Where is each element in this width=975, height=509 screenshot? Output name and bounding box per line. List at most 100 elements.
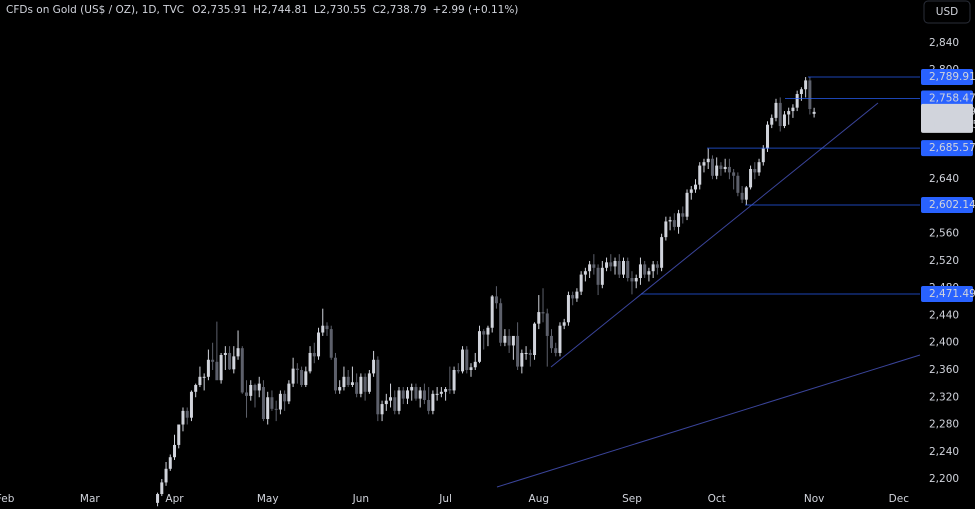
candle-body bbox=[533, 323, 537, 356]
y-tick-label: 2,240 bbox=[929, 446, 959, 458]
y-tick-label: 2,640 bbox=[929, 173, 959, 185]
candle-body bbox=[579, 274, 583, 292]
candle-body bbox=[727, 166, 731, 173]
x-tick-label: Feb bbox=[0, 493, 15, 505]
candle-body bbox=[795, 94, 799, 108]
candle-body bbox=[198, 376, 202, 385]
candle-body bbox=[215, 361, 219, 381]
candle-body bbox=[261, 387, 265, 420]
symbol: CFDs on Gold (US$ / OZ), 1D, TVC bbox=[6, 4, 184, 16]
candle-body bbox=[643, 264, 647, 275]
candle-body bbox=[520, 352, 524, 367]
currency-button[interactable] bbox=[923, 0, 971, 24]
y-tick-label: 2,280 bbox=[929, 419, 959, 431]
ohlc-letter: O bbox=[192, 4, 200, 16]
ohlc-letter: H bbox=[253, 4, 261, 16]
candle-body bbox=[528, 352, 532, 356]
candle-body bbox=[232, 356, 236, 370]
candle-body bbox=[185, 410, 189, 418]
candle-body bbox=[732, 172, 736, 176]
candle-body bbox=[240, 348, 244, 393]
x-tick-label: Dec bbox=[889, 493, 910, 505]
candle-body bbox=[575, 291, 579, 299]
ohlc-value: 2,735.91 bbox=[200, 4, 247, 16]
candle-body bbox=[545, 313, 549, 336]
candle-body bbox=[177, 424, 181, 445]
candle-body bbox=[363, 376, 367, 392]
candle-body bbox=[384, 400, 388, 405]
candle-body bbox=[342, 376, 346, 388]
level-label: 2,602.14 bbox=[929, 199, 975, 211]
candle-body bbox=[380, 404, 384, 415]
candle-body bbox=[173, 444, 177, 458]
candle-body bbox=[799, 89, 803, 95]
y-tick-label: 2,400 bbox=[929, 337, 959, 349]
candle-body bbox=[473, 361, 477, 368]
candle-body bbox=[812, 111, 816, 114]
candle-body bbox=[537, 312, 541, 324]
plot bbox=[156, 76, 920, 507]
candle-body bbox=[308, 352, 312, 372]
candle-body bbox=[359, 376, 363, 394]
candle-body bbox=[740, 192, 744, 200]
candle-body bbox=[397, 390, 401, 411]
candle-body bbox=[791, 107, 795, 112]
y-tick-label: 2,320 bbox=[929, 391, 959, 403]
ohlc-value: 2,738.79 bbox=[380, 4, 427, 16]
header: CFDs on Gold (US$ / OZ), 1D, TVC O2,735.9… bbox=[6, 4, 518, 16]
candle-body bbox=[274, 408, 278, 410]
candle-body bbox=[660, 237, 664, 268]
candle-body bbox=[677, 213, 681, 227]
candle-body bbox=[723, 166, 727, 169]
x-tick-label: Sep bbox=[622, 493, 642, 505]
x-tick-label: Jun bbox=[352, 493, 369, 505]
candle-body bbox=[689, 189, 693, 193]
change: +2.99 (+0.11%) bbox=[433, 4, 519, 16]
candle-body bbox=[715, 165, 719, 176]
candle-body bbox=[418, 390, 422, 399]
candle-body bbox=[329, 329, 333, 358]
x-tick-label: Jul bbox=[438, 493, 452, 505]
last-price-label: 2,738.79 bbox=[929, 106, 975, 118]
candle-body bbox=[355, 382, 359, 394]
candle-body bbox=[647, 271, 651, 275]
candle-body bbox=[668, 220, 672, 222]
candle-body bbox=[600, 267, 604, 285]
candle-body bbox=[168, 457, 172, 469]
candle-body bbox=[295, 368, 299, 370]
candle-body bbox=[672, 220, 676, 227]
level-label-box bbox=[921, 286, 973, 303]
currency[interactable]: USD bbox=[936, 6, 958, 18]
y-tick-label: 2,840 bbox=[929, 37, 959, 49]
candle-body bbox=[753, 168, 757, 173]
candle-body bbox=[414, 387, 418, 399]
candle-body bbox=[778, 102, 782, 127]
candle-body bbox=[694, 184, 698, 190]
candle-body bbox=[583, 271, 587, 275]
candle-body bbox=[367, 373, 371, 392]
candle-body bbox=[736, 175, 740, 193]
candle-body bbox=[757, 162, 761, 173]
countdown: 14:15:25 bbox=[932, 119, 975, 131]
candle-body bbox=[333, 357, 337, 391]
ohlc-letter: C bbox=[372, 4, 379, 16]
candle-body bbox=[596, 267, 600, 285]
candle-body bbox=[613, 260, 617, 267]
candle-body bbox=[554, 348, 558, 353]
candle-body bbox=[321, 325, 325, 333]
last-price-box bbox=[921, 103, 973, 133]
candle-body bbox=[270, 397, 274, 409]
trendline bbox=[550, 102, 879, 368]
candle-body bbox=[710, 158, 714, 176]
candle-body bbox=[202, 376, 206, 378]
level-label-box bbox=[921, 140, 973, 157]
candle-body bbox=[372, 359, 376, 374]
candle-body bbox=[401, 390, 405, 399]
candle-body bbox=[706, 158, 710, 163]
x-tick-label: May bbox=[257, 493, 279, 505]
candle-body bbox=[389, 397, 393, 401]
candle-body bbox=[435, 393, 439, 395]
candle-body bbox=[317, 332, 321, 357]
candle-body bbox=[211, 359, 215, 362]
candle-body bbox=[507, 335, 511, 346]
